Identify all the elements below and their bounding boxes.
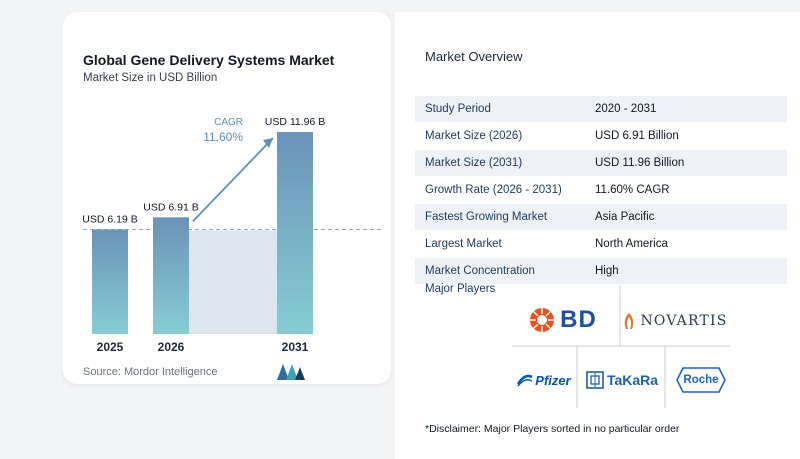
overview-row-label: Study Period [425,103,491,115]
overview-row-value: USD 11.96 Billion [595,157,685,169]
chart-subtitle: Market Size in USD Billion [83,72,218,84]
category-label: 2031 [282,340,309,354]
overview-row-label: Largest Market [425,238,502,250]
category-label: 2025 [97,340,124,354]
bd-text: BD [560,306,597,333]
roche-text: Roche [683,374,719,386]
cagr-arrow-line [192,137,274,222]
chart-card: Global Gene Delivery Systems Market Mark… [63,12,391,384]
takara-text: TaKaRa [606,372,659,388]
bar-2031 [277,132,313,334]
overview-row-label: Market Size (2031) [425,157,523,169]
cagr-label: CAGR [214,117,243,128]
overview-row-label: Market Size (2026) [425,130,523,142]
pfizer-text: Pfizer [535,372,571,388]
overview-row: Study Period 2020 - 2031 [415,96,787,123]
major-players-title: Major Players [425,283,496,295]
overview-row-value: High [595,265,619,277]
chart-title: Global Gene Delivery Systems Market [83,52,335,68]
overview-table: Study Period 2020 - 2031 Market Size (2026… [415,96,787,285]
overview-row-value: 11.60% CAGR [595,184,670,196]
overview-row: Growth Rate (2026 - 2031) 11.60% CAGR [415,177,787,204]
source-text: Source: Mordor Intelligence [83,366,218,378]
takara-emblem-icon [586,371,604,389]
overview-row-value: 2020 - 2031 [595,103,657,115]
overview-row-value: North America [595,238,668,250]
overview-row-label: Fastest Growing Market [425,211,548,223]
cagr-value: 11.60% [203,130,243,144]
bar-value-label: USD 6.91 B [143,201,198,213]
pfizer-helix-icon [517,374,533,387]
overview-row: Largest Market North America [415,231,787,258]
overview-row-label: Market Concentration [425,265,535,277]
novartis-flame-icon [625,313,634,329]
novartis-logo: NOVARTIS [620,310,730,332]
players-grid [512,286,730,408]
overview-row-label: Growth Rate (2026 - 2031) [425,184,562,196]
disclaimer-text: *Disclaimer: Major Players sorted in no … [425,423,680,435]
cagr-arrow-head [263,138,273,148]
bar-value-label: USD 6.19 B [82,213,137,225]
market-overview-panel: Market Overview Study Period 2020 - 2031 M… [395,12,800,459]
pfizer-logo: Pfizer [513,368,575,392]
overview-row: Market Size (2031) USD 11.96 Billion [415,150,787,177]
roche-hexagon-icon [676,367,726,393]
takara-logo: TaKaRa [583,368,661,392]
overview-row-value: Asia Pacific [595,211,655,223]
bd-sunburst-icon [530,308,555,332]
overview-row: Fastest Growing Market Asia Pacific [415,204,787,231]
mordor-logo-icon [277,364,305,380]
bar-value-label: USD 11.96 B [265,116,326,128]
growth-band [189,230,277,334]
overview-row-value: USD 6.91 Billion [595,130,679,142]
bar-2026 [153,217,189,334]
overview-title: Market Overview [425,49,523,64]
bar-2025 [92,229,128,334]
bd-logo: BD [523,304,603,336]
overview-row: Market Size (2026) USD 6.91 Billion [415,123,787,150]
bar-chart: USD 6.19 B 2025 USD 6.91 B 2026 USD 11.96 B 2… [82,116,381,354]
novartis-text: NOVARTIS [640,313,728,329]
overview-row: Market Concentration High [415,258,787,285]
roche-logo: Roche [676,367,726,393]
category-label: 2026 [158,340,185,354]
